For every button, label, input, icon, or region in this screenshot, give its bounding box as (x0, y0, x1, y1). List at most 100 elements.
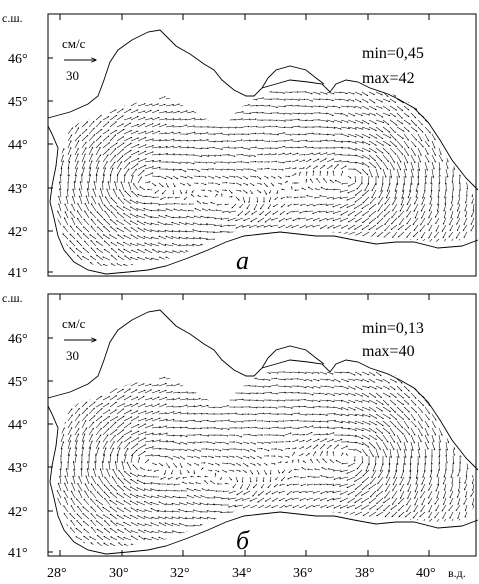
current-vector (92, 468, 97, 478)
current-vector (385, 483, 391, 492)
current-vector (54, 147, 57, 156)
current-vector (90, 247, 97, 254)
current-vector (150, 522, 160, 527)
current-vector (88, 102, 95, 107)
current-vector (136, 243, 146, 247)
current-vector (347, 392, 356, 396)
current-vector (123, 514, 132, 520)
current-vector (424, 371, 431, 377)
current-vector (384, 196, 391, 205)
current-vector (325, 476, 335, 479)
current-vector (382, 378, 390, 384)
current-vector (412, 525, 419, 532)
current-vector (165, 103, 175, 107)
current-vector (70, 527, 76, 534)
current-vector (347, 112, 356, 117)
current-vector (429, 203, 433, 212)
current-vector (361, 378, 370, 383)
current-vector (60, 93, 66, 100)
current-vector (151, 544, 160, 546)
current-vector (285, 518, 293, 523)
current-vector (72, 195, 76, 205)
current-vector (102, 396, 111, 401)
current-vector (424, 420, 430, 428)
current-vector (96, 219, 104, 226)
current-vector (123, 537, 132, 541)
current-vector (305, 245, 314, 249)
current-vector (249, 168, 257, 172)
current-vector (300, 547, 306, 549)
current-vector (95, 142, 102, 149)
current-vector (200, 104, 209, 107)
current-vector (438, 455, 441, 465)
current-vector (54, 408, 60, 415)
current-vector (117, 535, 125, 541)
current-vector (249, 125, 258, 128)
current-vector (103, 225, 111, 233)
current-vector (341, 267, 348, 269)
current-vector (406, 217, 412, 225)
current-vector (228, 189, 233, 194)
current-vector (144, 123, 154, 128)
current-vector (312, 170, 315, 177)
current-vector (362, 189, 370, 197)
current-vector (89, 211, 97, 219)
current-vector (417, 112, 424, 118)
current-vector (333, 105, 341, 109)
current-vector (410, 392, 417, 399)
current-vector (179, 146, 189, 149)
current-vector (277, 525, 286, 529)
current-vector (124, 255, 132, 261)
current-vector (116, 388, 124, 394)
current-vector (462, 245, 468, 251)
current-vector (398, 259, 405, 265)
current-vector (63, 239, 69, 247)
current-vector (228, 175, 236, 178)
current-vector (151, 396, 160, 401)
current-vector (270, 224, 279, 228)
current-vector (75, 247, 83, 254)
current-vector (136, 220, 146, 226)
current-vector (193, 111, 201, 114)
current-vector (433, 259, 440, 265)
current-vector (123, 142, 132, 149)
current-vector (421, 259, 426, 266)
current-vector (449, 539, 454, 546)
current-vector (382, 448, 387, 458)
current-vector (319, 444, 325, 450)
current-vector (326, 483, 335, 486)
current-vector (417, 399, 424, 406)
current-vector (429, 189, 433, 198)
current-vector (278, 504, 286, 509)
current-vector (428, 476, 433, 485)
current-vector (312, 210, 321, 214)
current-vector (194, 208, 202, 212)
current-vector (393, 469, 398, 479)
current-vector (186, 131, 196, 135)
current-vector (383, 525, 391, 531)
current-vector (313, 483, 321, 486)
current-vector (130, 396, 139, 401)
current-vector (464, 504, 468, 512)
current-vector (456, 490, 461, 498)
current-vector (284, 139, 293, 142)
current-vector (471, 504, 475, 512)
current-vector (333, 518, 342, 523)
current-vector (248, 224, 258, 228)
current-vector (263, 125, 272, 128)
current-vector (151, 516, 160, 520)
current-vector (291, 173, 297, 177)
current-vector (347, 147, 357, 151)
current-vector (281, 476, 286, 481)
current-vector (256, 378, 265, 381)
current-vector (179, 469, 182, 475)
current-vector (410, 133, 418, 141)
current-vector (431, 98, 437, 105)
current-vector (313, 259, 321, 263)
current-vector (450, 196, 454, 204)
current-vector (109, 234, 118, 240)
current-vector (151, 123, 161, 128)
current-vector (462, 259, 468, 266)
current-vector (441, 267, 446, 271)
current-vector (235, 146, 244, 149)
